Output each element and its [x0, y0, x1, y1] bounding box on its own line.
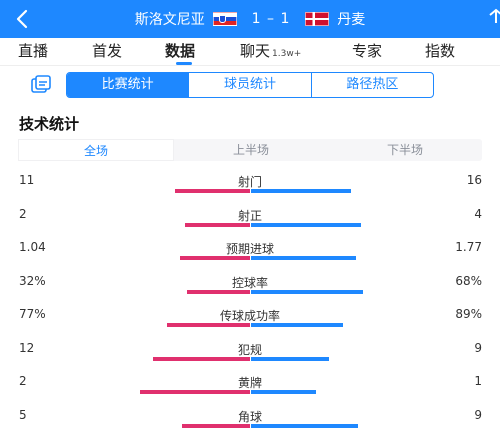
- share-icon[interactable]: [486, 7, 500, 31]
- away-stat-value: 1.77: [455, 240, 482, 254]
- tab-label: 首发: [92, 42, 123, 60]
- away-stat-value: 68%: [455, 274, 482, 288]
- stat-row: 1.04 预期进球 1.77: [0, 240, 500, 270]
- home-stat-value: 77%: [19, 307, 46, 321]
- tab-lineup[interactable]: 首发: [92, 40, 122, 61]
- home-stat-bar: [180, 256, 250, 260]
- subtab-heat-map[interactable]: 路径热区: [310, 73, 433, 97]
- stat-row: 11 射门 16: [0, 173, 500, 203]
- home-stat-bar: [187, 290, 250, 294]
- home-stat-value: 2: [19, 374, 27, 388]
- home-stat-bar: [182, 424, 250, 428]
- stat-name: 黄牌: [237, 376, 262, 390]
- away-stat-bar: [251, 223, 361, 227]
- home-stat-bar: [167, 323, 250, 327]
- stat-name: 射门: [237, 175, 262, 189]
- away-stat-value: 9: [474, 341, 482, 355]
- tab-live[interactable]: 直播: [18, 40, 48, 61]
- stat-name: 预期进球: [225, 242, 274, 256]
- away-team-name: 丹麦: [337, 12, 366, 28]
- stat-row: 5 角球 9: [0, 408, 500, 438]
- stats-subtab-control: 比赛统计 球员统计 路径热区: [66, 72, 434, 98]
- active-tab-indicator: [176, 62, 192, 65]
- away-stat-bar: [251, 424, 358, 428]
- denmark-flag-icon: [304, 12, 329, 26]
- away-stat-bar: [251, 256, 356, 260]
- chat-count-badge: 1.3w+: [272, 49, 302, 59]
- home-stat-value: 12: [19, 341, 35, 355]
- period-second-half[interactable]: 下半场: [386, 143, 423, 157]
- slovenia-flag-icon: [213, 12, 238, 26]
- tab-label: 聊天: [240, 42, 271, 60]
- away-stat-value: 1: [474, 374, 482, 388]
- home-stat-bar: [175, 189, 250, 193]
- away-stat-bar: [251, 290, 363, 294]
- away-stat-value: 16: [466, 173, 482, 187]
- stat-name: 射正: [237, 209, 262, 223]
- tab-label: 指数: [425, 42, 456, 60]
- stat-name: 传球成功率: [219, 309, 280, 323]
- stat-row: 32% 控球率 68%: [0, 274, 500, 304]
- home-team-name: 斯洛文尼亚: [134, 12, 205, 28]
- away-stat-bar: [251, 357, 329, 361]
- home-stat-value: 5: [19, 408, 27, 422]
- stat-name: 控球率: [231, 276, 268, 290]
- stat-row: 2 射正 4: [0, 207, 500, 237]
- tab-label: 直播: [18, 42, 49, 60]
- tab-experts[interactable]: 专家: [352, 40, 382, 61]
- match-title: 斯洛文尼亚 1 – 1 丹麦: [0, 9, 500, 29]
- stat-row: 77% 传球成功率 89%: [0, 307, 500, 337]
- away-stat-bar: [251, 390, 316, 394]
- home-stat-value: 2: [19, 207, 27, 221]
- home-stat-value: 11: [19, 173, 35, 187]
- subtab-player-stats[interactable]: 球员统计: [188, 73, 310, 97]
- tab-label: 数据: [165, 42, 196, 60]
- match-score: 1 – 1: [251, 11, 291, 27]
- home-stat-bar: [140, 390, 250, 394]
- away-stat-bar: [251, 189, 351, 193]
- period-selector: 全场 上半场 下半场: [18, 139, 482, 161]
- main-tab-bar: 直播 首发 数据 聊天 1.3w+ 专家 指数: [0, 38, 500, 65]
- period-full-match[interactable]: 全场: [18, 139, 174, 161]
- stat-name: 犯规: [237, 343, 262, 357]
- section-title: 技术统计: [19, 115, 80, 133]
- divider: [0, 65, 500, 66]
- stat-row: 12 犯规 9: [0, 341, 500, 371]
- away-stat-value: 89%: [455, 307, 482, 321]
- home-stat-bar: [185, 223, 250, 227]
- home-stat-value: 1.04: [19, 240, 46, 254]
- away-stat-value: 9: [474, 408, 482, 422]
- tab-label: 专家: [352, 42, 383, 60]
- stat-row: 2 黄牌 1: [0, 374, 500, 404]
- tab-chat[interactable]: 聊天 1.3w+: [240, 40, 301, 61]
- home-stat-value: 32%: [19, 274, 46, 288]
- match-header: 斯洛文尼亚 1 – 1 丹麦: [0, 0, 500, 38]
- stat-name: 角球: [237, 410, 262, 424]
- tab-odds[interactable]: 指数: [425, 40, 455, 61]
- home-stat-bar: [153, 357, 250, 361]
- away-stat-bar: [251, 323, 343, 327]
- period-first-half[interactable]: 上半场: [232, 143, 269, 157]
- tab-data[interactable]: 数据: [165, 40, 195, 61]
- away-stat-value: 4: [474, 207, 482, 221]
- screenshot-share-icon[interactable]: [30, 75, 52, 95]
- back-arrow-icon[interactable]: [10, 6, 36, 32]
- subtab-match-stats[interactable]: 比赛统计: [67, 73, 189, 97]
